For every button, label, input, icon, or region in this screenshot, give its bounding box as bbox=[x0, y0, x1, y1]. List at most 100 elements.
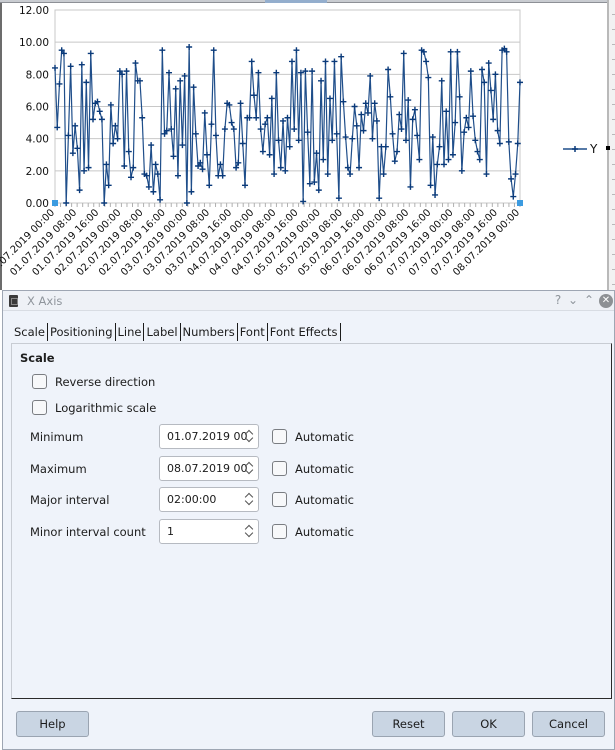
tab-line[interactable]: Line bbox=[116, 323, 145, 341]
data-point-marker bbox=[139, 114, 146, 121]
tab-font-effects[interactable]: Font Effects bbox=[268, 323, 341, 341]
data-point-marker bbox=[208, 121, 215, 128]
chart[interactable]: 0.00 2.00 4.00 6.00 8.00 10.00 12.00 01.07.2019… bbox=[0, 0, 607, 290]
data-point-marker bbox=[166, 69, 173, 76]
maximum-automatic-option[interactable]: Automatic bbox=[272, 461, 354, 476]
minimum-automatic-checkbox[interactable] bbox=[272, 429, 287, 444]
minor-interval-count-automatic-checkbox[interactable] bbox=[272, 524, 287, 539]
data-point-marker bbox=[391, 158, 398, 165]
maximum-automatic-checkbox[interactable] bbox=[272, 461, 287, 476]
scale-tab-panel: Scale Reverse direction Logarithmic scal… bbox=[11, 343, 612, 699]
data-point-marker bbox=[304, 129, 311, 136]
reverse-direction-checkbox[interactable] bbox=[32, 374, 47, 389]
maximum-spinbox[interactable]: 08.07.2019 00:00 bbox=[159, 456, 259, 481]
help-titlebar-icon[interactable]: ? bbox=[554, 293, 562, 307]
data-point-marker bbox=[94, 98, 101, 105]
reset-button[interactable]: Reset bbox=[372, 711, 445, 737]
selection-handle[interactable] bbox=[606, 146, 610, 150]
data-point-marker bbox=[103, 161, 110, 168]
data-point-marker bbox=[362, 100, 369, 107]
minimize-icon[interactable]: ⌄ bbox=[567, 293, 579, 307]
data-point-marker bbox=[128, 174, 135, 181]
data-point-marker bbox=[320, 156, 327, 163]
logarithmic-scale-option[interactable]: Logarithmic scale bbox=[32, 400, 156, 415]
data-point-marker bbox=[411, 106, 418, 113]
data-point-marker bbox=[204, 151, 211, 158]
minor-interval-count-value[interactable]: 1 bbox=[167, 525, 174, 538]
minimum-automatic-label: Automatic bbox=[295, 429, 354, 444]
tab-label[interactable]: Label bbox=[144, 323, 181, 341]
data-point-marker bbox=[387, 93, 394, 100]
reverse-direction-option[interactable]: Reverse direction bbox=[32, 374, 155, 389]
major-interval-spinbox[interactable]: 02:00:00 bbox=[159, 487, 259, 512]
data-point-marker bbox=[512, 171, 519, 178]
minor-interval-count-automatic-option[interactable]: Automatic bbox=[272, 524, 354, 539]
minimum-spinbox[interactable]: 01.07.2019 00:00 bbox=[159, 424, 259, 449]
data-point-marker bbox=[389, 130, 396, 137]
maximum-value[interactable]: 08.07.2019 00:00 bbox=[167, 462, 247, 475]
data-point-marker bbox=[259, 148, 266, 155]
data-point-marker bbox=[427, 182, 434, 189]
tab-font[interactable]: Font bbox=[238, 323, 268, 341]
minor-interval-count-label: Minor interval count bbox=[30, 525, 146, 539]
data-point-marker bbox=[508, 175, 515, 182]
data-point-marker bbox=[188, 188, 195, 195]
data-point-marker bbox=[501, 45, 508, 52]
data-point-marker bbox=[121, 163, 128, 170]
data-point-marker bbox=[280, 117, 287, 124]
reverse-direction-label: Reverse direction bbox=[55, 374, 156, 389]
minor-interval-count-spinbox[interactable]: 1 bbox=[159, 519, 259, 544]
data-point-marker bbox=[492, 71, 499, 78]
data-point-marker bbox=[190, 84, 197, 91]
axis-selection-handle[interactable] bbox=[517, 200, 523, 206]
tab-bar: Scale Positioning Line Label Numbers Fon… bbox=[11, 323, 341, 343]
data-point-marker bbox=[163, 127, 170, 134]
minimum-automatic-option[interactable]: Automatic bbox=[272, 429, 354, 444]
data-point-marker bbox=[293, 47, 300, 54]
maximum-automatic-label: Automatic bbox=[295, 461, 354, 476]
data-point-marker bbox=[248, 58, 255, 65]
tab-positioning[interactable]: Positioning bbox=[48, 323, 116, 341]
spin-arrows-icon[interactable] bbox=[244, 491, 254, 508]
spin-arrows-icon[interactable] bbox=[244, 428, 254, 445]
data-point-marker bbox=[112, 122, 119, 129]
spin-arrows-icon[interactable] bbox=[244, 523, 254, 540]
data-point-marker bbox=[311, 179, 318, 186]
row-ticks bbox=[612, 0, 615, 290]
chart-canvas[interactable]: 0.002.004.006.008.0010.0012.0001.07.2019… bbox=[0, 0, 607, 290]
data-point-marker bbox=[494, 127, 501, 134]
major-interval-automatic-checkbox[interactable] bbox=[272, 492, 287, 507]
dialog-titlebar[interactable]: X Axis ? ⌄ ⌃ ✕ bbox=[3, 291, 614, 311]
y-tick-label: 8.00 bbox=[26, 69, 49, 81]
logarithmic-scale-checkbox[interactable] bbox=[32, 400, 47, 415]
data-point-marker bbox=[461, 129, 468, 136]
ok-button[interactable]: OK bbox=[452, 711, 525, 737]
tab-numbers[interactable]: Numbers bbox=[181, 323, 238, 341]
major-interval-automatic-option[interactable]: Automatic bbox=[272, 492, 354, 507]
data-point-marker bbox=[63, 200, 70, 206]
data-point-marker bbox=[490, 116, 497, 123]
data-point-marker bbox=[74, 145, 81, 152]
data-point-marker bbox=[250, 92, 257, 99]
data-point-marker bbox=[496, 140, 503, 147]
data-point-marker bbox=[136, 77, 143, 84]
maximum-label: Maximum bbox=[30, 462, 87, 476]
major-interval-value[interactable]: 02:00:00 bbox=[167, 493, 217, 506]
minimum-value[interactable]: 01.07.2019 00:00 bbox=[167, 430, 247, 443]
maximize-icon[interactable]: ⌃ bbox=[583, 293, 595, 307]
tab-scale[interactable]: Scale bbox=[11, 323, 48, 341]
y-tick-label: 6.00 bbox=[26, 102, 49, 114]
close-icon[interactable]: ✕ bbox=[599, 294, 613, 308]
y-tick-label: 2.00 bbox=[26, 166, 49, 178]
data-point-marker bbox=[56, 80, 63, 87]
data-point-marker bbox=[253, 114, 260, 121]
axis-selection-handle[interactable] bbox=[52, 200, 58, 206]
data-point-marker bbox=[338, 53, 345, 60]
help-button[interactable]: Help bbox=[16, 711, 89, 737]
data-point-marker bbox=[268, 95, 275, 102]
cancel-button[interactable]: Cancel bbox=[532, 711, 605, 737]
data-point-marker bbox=[65, 132, 72, 139]
spin-arrows-icon[interactable] bbox=[244, 460, 254, 477]
data-point-marker bbox=[96, 108, 103, 115]
data-point-marker bbox=[300, 198, 307, 205]
